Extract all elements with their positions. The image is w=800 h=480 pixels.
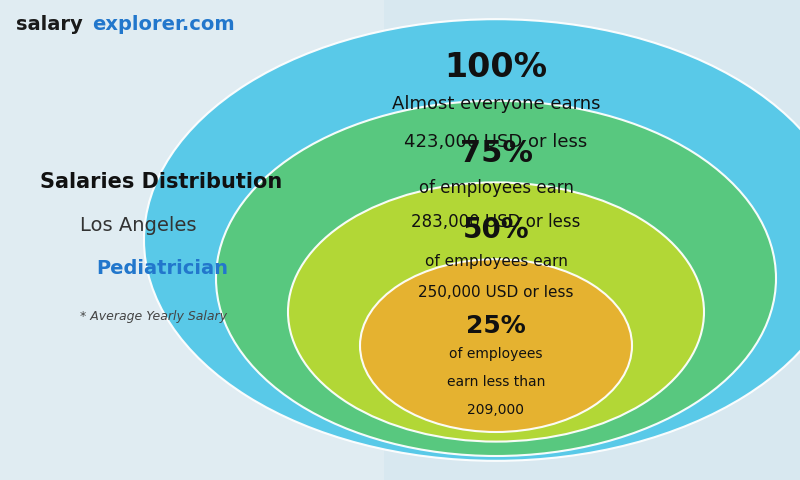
Text: Los Angeles: Los Angeles	[80, 216, 197, 235]
Ellipse shape	[144, 19, 800, 461]
Text: * Average Yearly Salary: * Average Yearly Salary	[80, 310, 227, 324]
Text: Pediatrician: Pediatrician	[96, 259, 228, 278]
Ellipse shape	[360, 259, 632, 432]
Text: 75%: 75%	[459, 139, 533, 168]
Ellipse shape	[216, 101, 776, 456]
Text: of employees earn: of employees earn	[425, 254, 567, 269]
Text: 423,000 USD or less: 423,000 USD or less	[404, 132, 588, 151]
Text: 50%: 50%	[462, 216, 530, 244]
FancyBboxPatch shape	[0, 0, 384, 480]
Text: 25%: 25%	[466, 314, 526, 338]
Text: of employees: of employees	[450, 348, 542, 361]
Text: 100%: 100%	[445, 51, 547, 84]
Text: 250,000 USD or less: 250,000 USD or less	[418, 285, 574, 300]
Text: Almost everyone earns: Almost everyone earns	[392, 96, 600, 113]
Text: salary: salary	[16, 14, 82, 34]
Text: 283,000 USD or less: 283,000 USD or less	[411, 213, 581, 231]
Text: earn less than: earn less than	[447, 375, 545, 389]
Text: explorer.com: explorer.com	[92, 14, 234, 34]
Text: of employees earn: of employees earn	[418, 179, 574, 197]
Ellipse shape	[288, 182, 704, 442]
Text: 209,000: 209,000	[467, 403, 525, 417]
Text: Salaries Distribution: Salaries Distribution	[40, 172, 282, 192]
